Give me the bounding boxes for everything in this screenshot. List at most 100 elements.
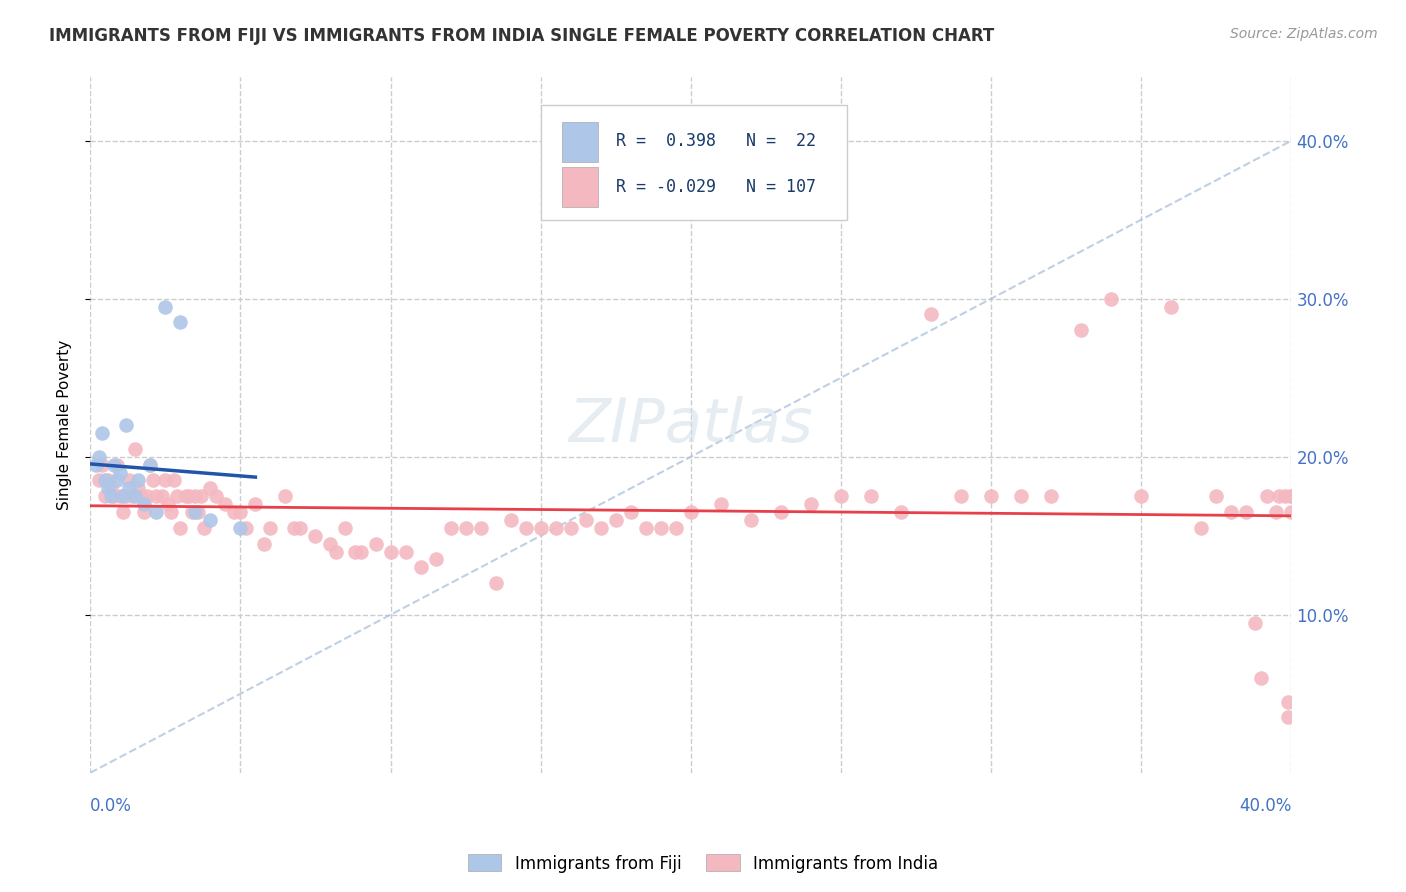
Point	[129, 489, 152, 503]
Point	[176, 489, 198, 503]
Point	[115, 418, 138, 433]
Point	[499, 513, 522, 527]
Point	[118, 481, 141, 495]
Point	[1010, 489, 1032, 503]
Point	[163, 474, 186, 488]
Point	[890, 505, 912, 519]
Point	[193, 521, 215, 535]
Point	[235, 521, 257, 535]
FancyBboxPatch shape	[562, 122, 599, 162]
Text: 40.0%: 40.0%	[1239, 797, 1292, 815]
Point	[343, 544, 366, 558]
Point	[335, 521, 357, 535]
Point	[1277, 695, 1299, 709]
Point	[1281, 505, 1303, 519]
Point	[1130, 489, 1153, 503]
Point	[166, 489, 188, 503]
Point	[1281, 489, 1303, 503]
Point	[184, 505, 207, 519]
Point	[105, 474, 128, 488]
Point	[980, 489, 1002, 503]
Point	[89, 450, 111, 464]
Point	[544, 521, 567, 535]
Point	[665, 521, 688, 535]
Point	[103, 489, 125, 503]
Point	[1220, 505, 1243, 519]
Point	[860, 489, 883, 503]
Point	[110, 466, 132, 480]
Point	[214, 497, 236, 511]
Point	[470, 521, 492, 535]
Point	[1070, 323, 1092, 337]
Point	[229, 505, 252, 519]
Point	[181, 505, 204, 519]
Point	[1244, 615, 1267, 630]
Point	[679, 505, 702, 519]
Point	[229, 521, 252, 535]
Point	[425, 552, 447, 566]
Point	[139, 458, 162, 472]
Point	[118, 474, 141, 488]
Point	[283, 521, 305, 535]
Point	[349, 544, 371, 558]
Point	[89, 474, 111, 488]
Point	[142, 474, 165, 488]
Point	[364, 536, 387, 550]
Point	[304, 529, 326, 543]
Point	[136, 489, 159, 503]
Point	[160, 505, 183, 519]
Point	[830, 489, 852, 503]
Point	[1234, 505, 1257, 519]
Point	[145, 505, 167, 519]
Point	[169, 315, 191, 329]
Point	[110, 489, 132, 503]
Point	[94, 474, 117, 488]
Point	[1099, 292, 1122, 306]
Point	[485, 576, 508, 591]
Point	[530, 521, 553, 535]
Point	[259, 521, 281, 535]
Point	[245, 497, 267, 511]
Point	[145, 489, 167, 503]
Point	[1160, 300, 1182, 314]
Point	[253, 536, 276, 550]
Point	[1265, 505, 1288, 519]
Point	[105, 458, 128, 472]
Point	[380, 544, 402, 558]
Point	[800, 497, 823, 511]
Text: R =  0.398   N =  22: R = 0.398 N = 22	[616, 132, 817, 151]
Point	[439, 521, 461, 535]
Point	[740, 513, 762, 527]
Point	[409, 560, 432, 574]
FancyBboxPatch shape	[541, 105, 846, 220]
Point	[155, 300, 177, 314]
Point	[155, 474, 177, 488]
Point	[124, 489, 146, 503]
Text: R = -0.029   N = 107: R = -0.029 N = 107	[616, 178, 817, 195]
Text: Source: ZipAtlas.com: Source: ZipAtlas.com	[1230, 27, 1378, 41]
Text: ZIPatlas: ZIPatlas	[568, 396, 813, 455]
Point	[112, 489, 135, 503]
Point	[650, 521, 672, 535]
Point	[127, 481, 149, 495]
Point	[1189, 521, 1212, 535]
Point	[769, 505, 792, 519]
Point	[200, 481, 222, 495]
Point	[224, 505, 246, 519]
Point	[1256, 489, 1278, 503]
Point	[205, 489, 228, 503]
Point	[187, 505, 209, 519]
Point	[394, 544, 416, 558]
Point	[94, 489, 117, 503]
Point	[97, 481, 120, 495]
Point	[325, 544, 347, 558]
Point	[290, 521, 312, 535]
Point	[190, 489, 212, 503]
Point	[1277, 710, 1299, 724]
Point	[91, 458, 114, 472]
Point	[274, 489, 297, 503]
Point	[1268, 489, 1291, 503]
Point	[200, 513, 222, 527]
Point	[112, 505, 135, 519]
Point	[515, 521, 537, 535]
